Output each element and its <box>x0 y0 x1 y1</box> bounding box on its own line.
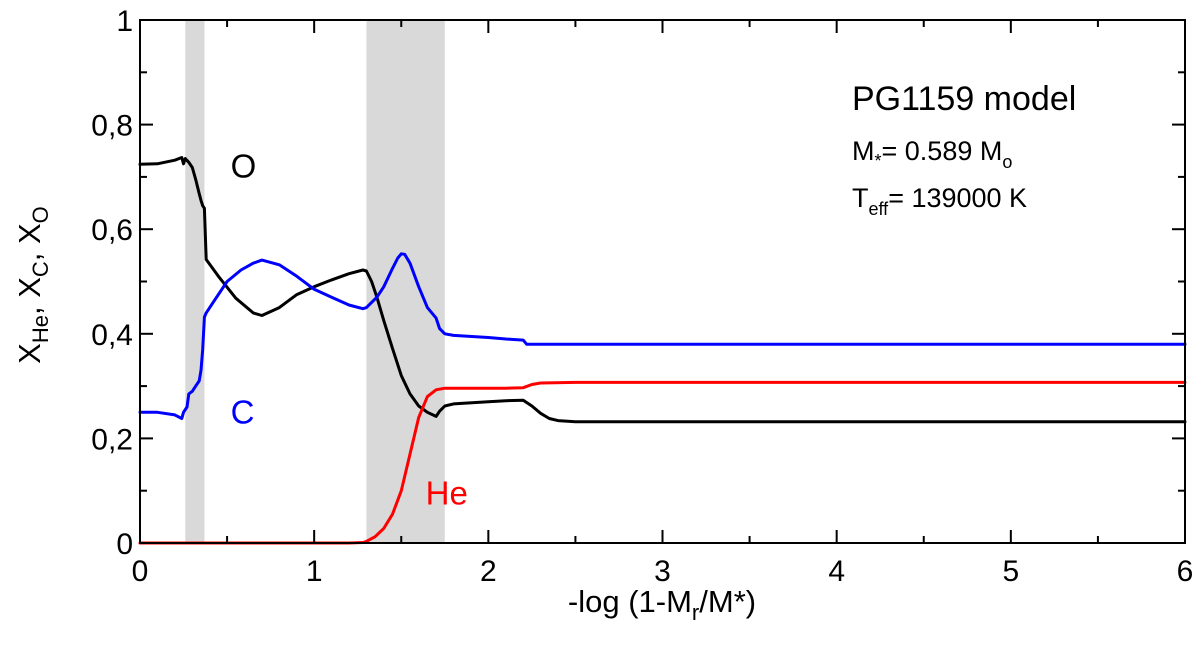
series-line-c <box>138 252 1187 420</box>
y-tick-label: 0,8 <box>91 110 133 143</box>
shaded-band-2 <box>366 20 445 543</box>
annotation-mass: M*= 0.589 Mo <box>852 136 1012 172</box>
shaded-bands <box>185 20 445 543</box>
x-axis-label: -log (1-Mr/M*) <box>568 584 756 625</box>
series-line-o <box>138 156 1187 424</box>
series-lines <box>138 156 1187 545</box>
series-label-he: He <box>426 474 468 511</box>
x-tick-label: 2 <box>480 555 497 588</box>
y-tick-label: 1 <box>116 5 133 38</box>
tick-labels: 0 1 2 3 4 5 6 0 0,2 0,4 0,6 0,8 1 <box>91 5 1193 588</box>
annotation-title: PG1159 model <box>852 80 1076 118</box>
x-tick-label: 4 <box>828 555 845 588</box>
x-tick-label: 6 <box>1177 555 1194 588</box>
annotation-teff: Teff= 139000 K <box>852 183 1027 219</box>
x-tick-label: 0 <box>132 555 149 588</box>
x-tick-label: 5 <box>1002 555 1019 588</box>
series-line-he <box>138 380 1187 545</box>
x-tick-label: 1 <box>306 555 323 588</box>
series-labels: O C He <box>231 147 468 511</box>
x-tick-label: 3 <box>654 555 671 588</box>
y-axis-label: XHe, XC, XO <box>12 206 53 364</box>
shaded-band-1 <box>185 20 205 543</box>
y-tick-label: 0 <box>116 528 133 561</box>
y-tick-label: 0,6 <box>91 214 133 247</box>
series-label-o: O <box>231 147 257 184</box>
axis-ticks <box>139 19 1186 544</box>
y-tick-label: 0,2 <box>91 423 133 456</box>
y-tick-label: 0,4 <box>91 319 133 352</box>
series-label-c: C <box>231 393 255 430</box>
